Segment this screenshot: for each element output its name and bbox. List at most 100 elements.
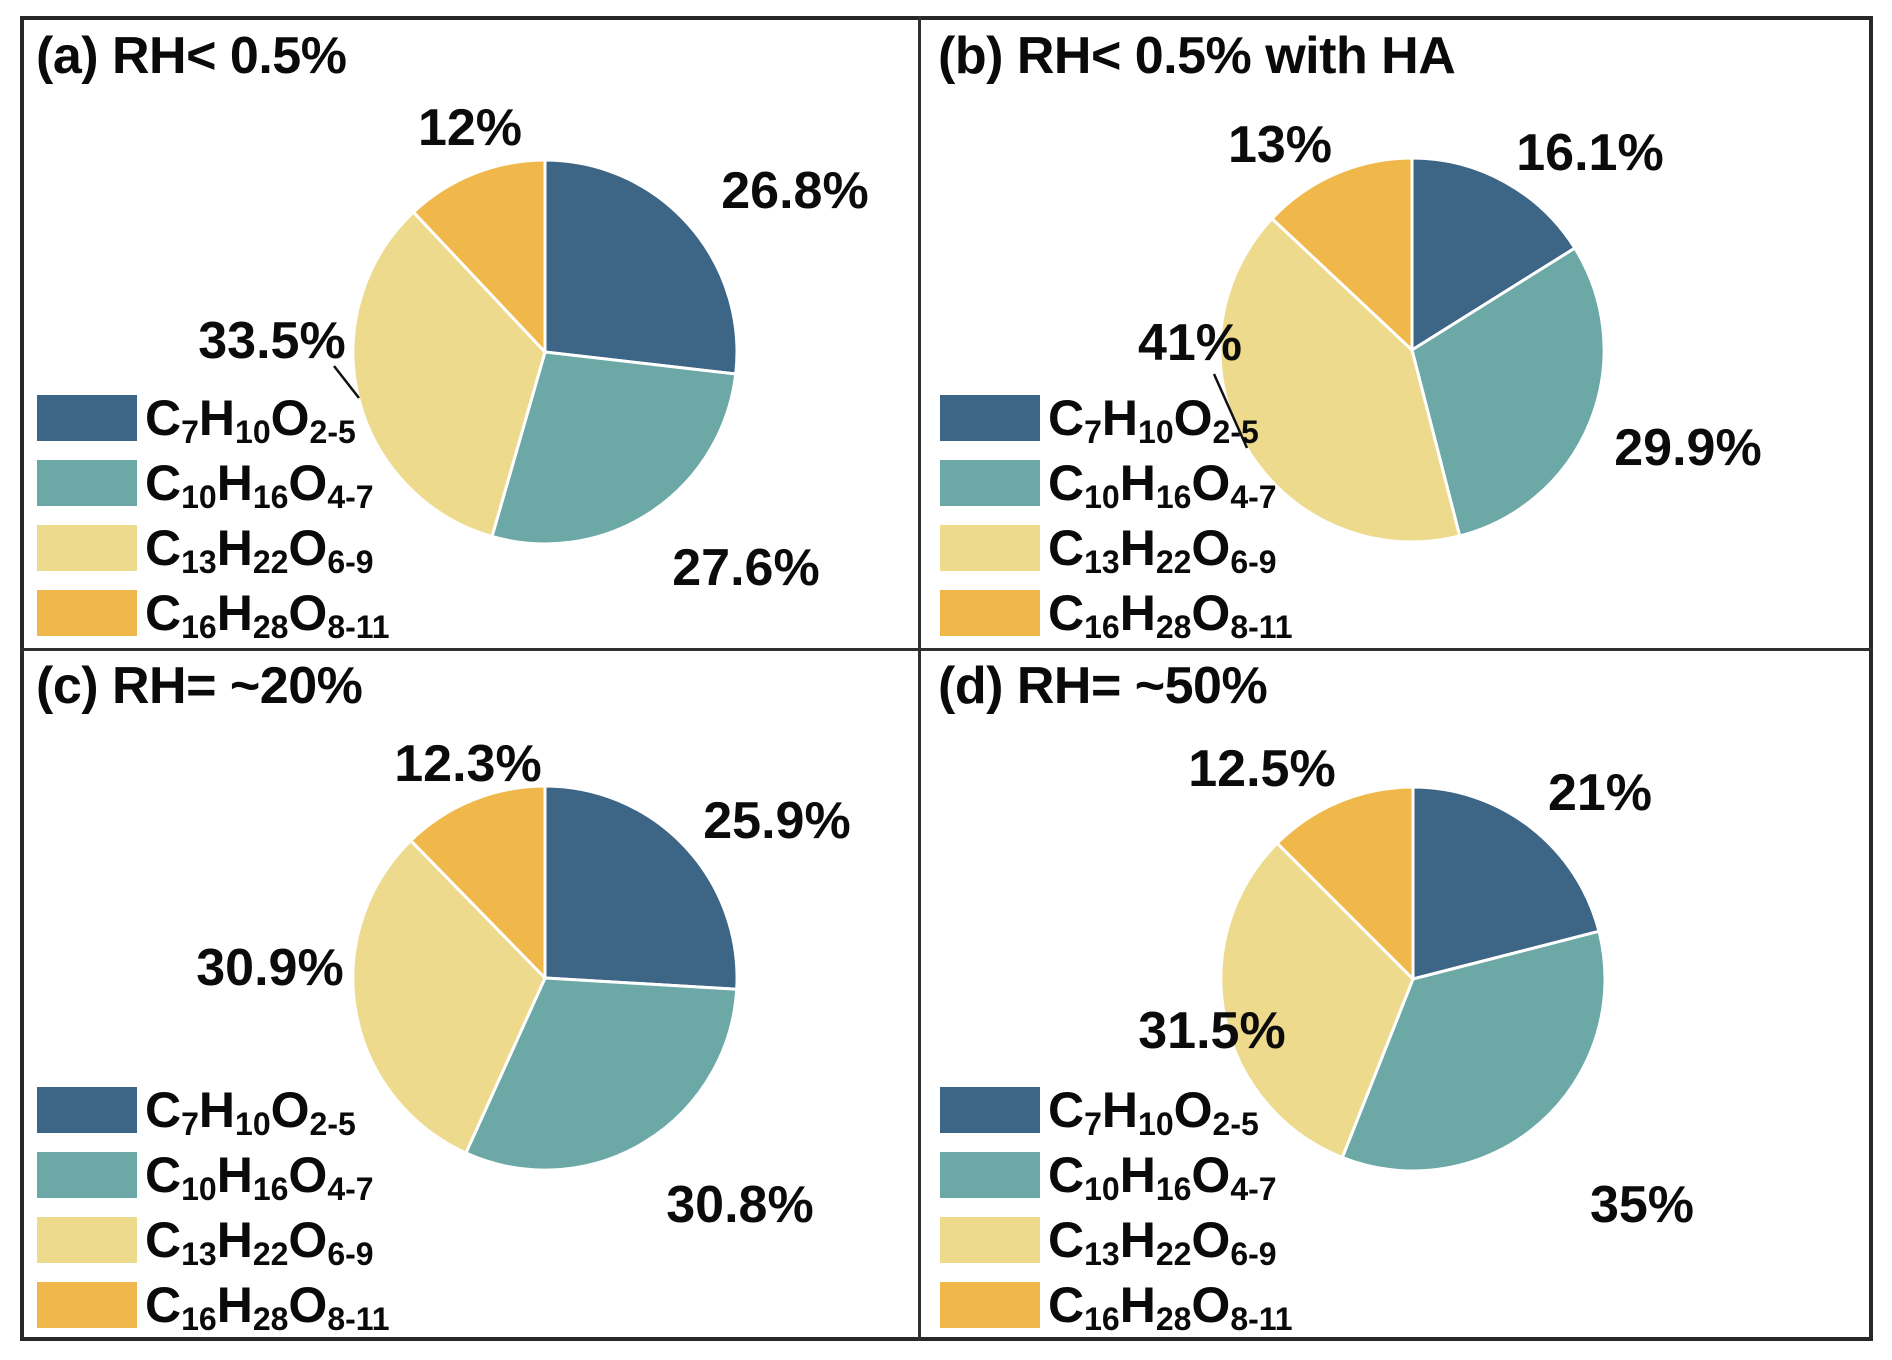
formula-subscript: 10: [1084, 1171, 1120, 1207]
formula-element: O: [1191, 1147, 1231, 1203]
formula-element: O: [1191, 1277, 1231, 1333]
panel-divider-vertical: [918, 16, 921, 1341]
formula-element: H: [216, 585, 253, 641]
formula-subscript: 16: [1084, 609, 1120, 645]
legend-item-C7H10O2-5: C7H10O2-5: [940, 1085, 1293, 1140]
formula-subscript: 10: [235, 414, 271, 450]
legend-label-C16H28O8-11: C16H28O8-11: [145, 1280, 390, 1335]
formula-subscript: 16: [181, 609, 217, 645]
formula-subscript: 10: [1138, 1106, 1174, 1142]
formula-subscript: 16: [252, 479, 289, 515]
formula-subscript: 16: [252, 1171, 289, 1207]
formula-element: O: [270, 390, 310, 446]
legend-swatch-C10H16O4-7: [940, 460, 1040, 506]
formula-subscript: 28: [1155, 609, 1192, 645]
formula-element: O: [288, 455, 328, 511]
pie-b-leader-line: [1212, 373, 1249, 449]
legend-swatch-C7H10O2-5: [37, 1087, 137, 1133]
formula-element: H: [216, 1277, 253, 1333]
formula-element: C: [1048, 1082, 1085, 1138]
pie-d-slice-C10H16O4-7: [1340, 929, 1607, 1173]
formula-subscript: 10: [1084, 479, 1120, 515]
legend-label-C13H22O6-9: C13H22O6-9: [1048, 1215, 1277, 1270]
formula-subscript: 22: [1155, 1236, 1192, 1272]
legend-item-C16H28O8-11: C16H28O8-11: [940, 1280, 1293, 1335]
formula-subscript: 16: [181, 1301, 217, 1337]
formula-element: H: [198, 1082, 236, 1138]
pie-c-slice-C13H22O6-9: [351, 839, 547, 1155]
pie-c-value-label-C13H22O6-9: 30.9%: [196, 939, 343, 997]
formula-element: H: [1119, 585, 1156, 641]
pie-b-value-label-C7H10O2-5: 16.1%: [1516, 124, 1663, 182]
legend-label-C7H10O2-5: C7H10O2-5: [145, 1085, 356, 1140]
formula-subscript: 8-11: [1230, 1301, 1293, 1337]
formula-element: O: [288, 585, 328, 641]
pie-a-slice-C10H16O4-7: [490, 350, 738, 546]
panel-d-title: (d) RH= ~50%: [938, 657, 1268, 715]
formula-element: C: [1048, 585, 1085, 641]
formula-element: H: [1119, 520, 1156, 576]
pie-c-value-label-C16H28O8-11: 12.3%: [394, 735, 541, 793]
formula-subscript: 10: [1138, 414, 1174, 450]
panel-a-legend: C7H10O2-5 C10H16O4-7 C13H22O6-9 C16H28O8-11: [37, 393, 390, 655]
formula-element: O: [288, 1212, 328, 1268]
formula-element: O: [288, 1277, 328, 1333]
formula-element: C: [1048, 1147, 1085, 1203]
legend-swatch-C7H10O2-5: [940, 395, 1040, 441]
formula-subscript: 7: [181, 414, 199, 450]
formula-subscript: 6-9: [1230, 544, 1277, 580]
formula-subscript: 4-7: [327, 1171, 374, 1207]
pie-d-value-label-C13H22O6-9: 31.5%: [1138, 1002, 1285, 1060]
legend-swatch-C16H28O8-11: [940, 590, 1040, 636]
pie-a-slice-C16H28O8-11: [412, 158, 547, 354]
formula-subscript: 2-5: [1212, 414, 1259, 450]
legend-label-C10H16O4-7: C10H16O4-7: [145, 1150, 374, 1205]
legend-swatch-C7H10O2-5: [37, 395, 137, 441]
pie-b-slice-C16H28O8-11: [1270, 156, 1414, 352]
legend-swatch-C10H16O4-7: [37, 460, 137, 506]
pie-d-value-label-C7H10O2-5: 21%: [1548, 764, 1652, 822]
formula-subscript: 4-7: [1230, 479, 1277, 515]
panel-c-legend: C7H10O2-5 C10H16O4-7 C13H22O6-9 C16H28O8-11: [37, 1085, 390, 1347]
formula-element: H: [1119, 1212, 1156, 1268]
formula-subscript: 2-5: [309, 414, 356, 450]
formula-subscript: 22: [252, 544, 289, 580]
formula-element: O: [1173, 1082, 1213, 1138]
formula-element: H: [216, 1147, 253, 1203]
legend-item-C10H16O4-7: C10H16O4-7: [37, 1150, 390, 1205]
legend-swatch-C13H22O6-9: [940, 525, 1040, 571]
legend-swatch-C10H16O4-7: [37, 1152, 137, 1198]
formula-element: C: [145, 1212, 182, 1268]
formula-subscript: 28: [252, 1301, 289, 1337]
formula-subscript: 7: [1084, 414, 1102, 450]
legend-item-C10H16O4-7: C10H16O4-7: [940, 1150, 1293, 1205]
formula-element: H: [216, 520, 253, 576]
pie-d-slice-C13H22O6-9: [1219, 841, 1415, 1159]
formula-element: C: [145, 1147, 182, 1203]
panel-b-title: (b) RH< 0.5% with HA: [938, 27, 1456, 85]
legend-swatch-C13H22O6-9: [37, 1217, 137, 1263]
formula-element: H: [198, 390, 236, 446]
formula-subscript: 2-5: [309, 1106, 356, 1142]
legend-swatch-C16H28O8-11: [37, 590, 137, 636]
formula-element: O: [288, 520, 328, 576]
pie-c-value-label-C7H10O2-5: 25.9%: [703, 792, 850, 850]
formula-subscript: 4-7: [327, 479, 374, 515]
formula-element: H: [1119, 1147, 1156, 1203]
pie-c-slice-C7H10O2-5: [543, 784, 739, 991]
formula-subscript: 10: [235, 1106, 271, 1142]
formula-element: O: [1191, 585, 1231, 641]
formula-element: C: [1048, 1212, 1085, 1268]
pie-a-value-label-C13H22O6-9: 33.5%: [198, 312, 345, 370]
legend-item-C16H28O8-11: C16H28O8-11: [37, 1280, 390, 1335]
formula-subscript: 16: [1155, 1171, 1192, 1207]
formula-element: C: [145, 390, 182, 446]
formula-element: H: [1101, 390, 1139, 446]
formula-subscript: 8-11: [327, 609, 390, 645]
legend-item-C16H28O8-11: C16H28O8-11: [940, 588, 1293, 643]
formula-element: H: [216, 1212, 253, 1268]
pie-c-slice-C16H28O8-11: [409, 784, 547, 980]
legend-label-C16H28O8-11: C16H28O8-11: [1048, 1280, 1293, 1335]
legend-item-C13H22O6-9: C13H22O6-9: [940, 1215, 1293, 1270]
panel-d-legend: C7H10O2-5 C10H16O4-7 C13H22O6-9 C16H28O8-11: [940, 1085, 1293, 1347]
